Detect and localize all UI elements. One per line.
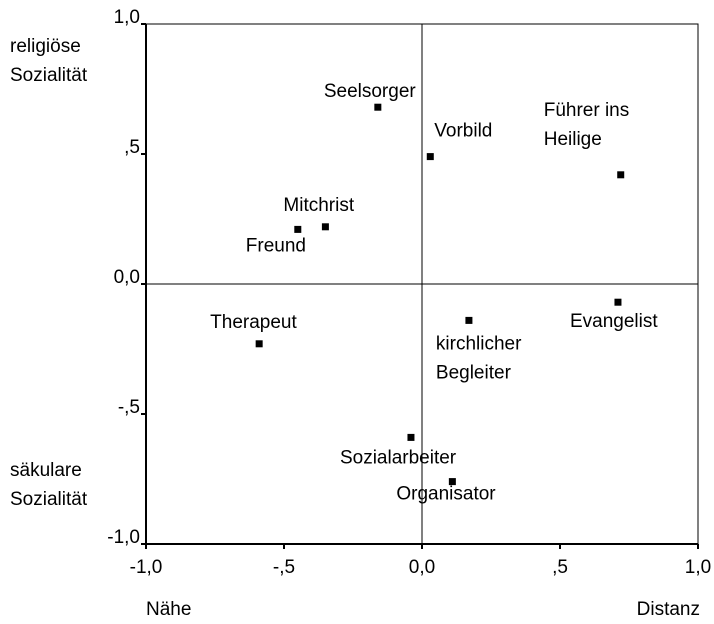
point-label: Organisator xyxy=(396,484,496,505)
y-tick-label: -,5 xyxy=(118,397,140,418)
x-tick-label: -1,0 xyxy=(130,557,163,578)
point xyxy=(255,340,263,348)
axis-note: Sozialität xyxy=(10,489,88,510)
point xyxy=(614,298,622,306)
axis-note: Nähe xyxy=(146,599,191,620)
point xyxy=(617,171,625,179)
point xyxy=(448,478,456,486)
point-label: Seelsorger xyxy=(324,81,417,102)
y-tick-label: ,5 xyxy=(124,137,140,158)
y-tick-label: 1,0 xyxy=(114,7,140,28)
axis-note: Distanz xyxy=(637,599,700,620)
point-label: Sozialarbeiter xyxy=(340,447,457,468)
point xyxy=(294,225,302,233)
point xyxy=(426,153,434,161)
point-label: Vorbild xyxy=(434,121,492,142)
point-label: Begleiter xyxy=(436,362,512,383)
x-tick-label: 0,0 xyxy=(409,557,435,578)
axis-note: säkulare xyxy=(10,460,82,481)
point xyxy=(321,223,329,231)
x-tick-label: 1,0 xyxy=(685,557,711,578)
point-label: kirchlicher xyxy=(436,333,522,354)
point-label: Heilige xyxy=(544,129,602,150)
point-label: Freund xyxy=(246,235,306,256)
point-label: Führer ins xyxy=(544,100,630,121)
point-label: Therapeut xyxy=(210,312,297,333)
point xyxy=(465,316,473,324)
axis-note: Sozialität xyxy=(10,65,88,86)
axis-note: religiöse xyxy=(10,36,81,57)
x-tick-label: ,5 xyxy=(552,557,568,578)
y-tick-label: -1,0 xyxy=(107,527,140,548)
point xyxy=(374,103,382,111)
point-label: Evangelist xyxy=(570,311,658,332)
y-tick-label: 0,0 xyxy=(114,267,140,288)
point xyxy=(407,433,415,441)
point-label: Mitchrist xyxy=(283,195,354,216)
x-tick-label: -,5 xyxy=(273,557,295,578)
